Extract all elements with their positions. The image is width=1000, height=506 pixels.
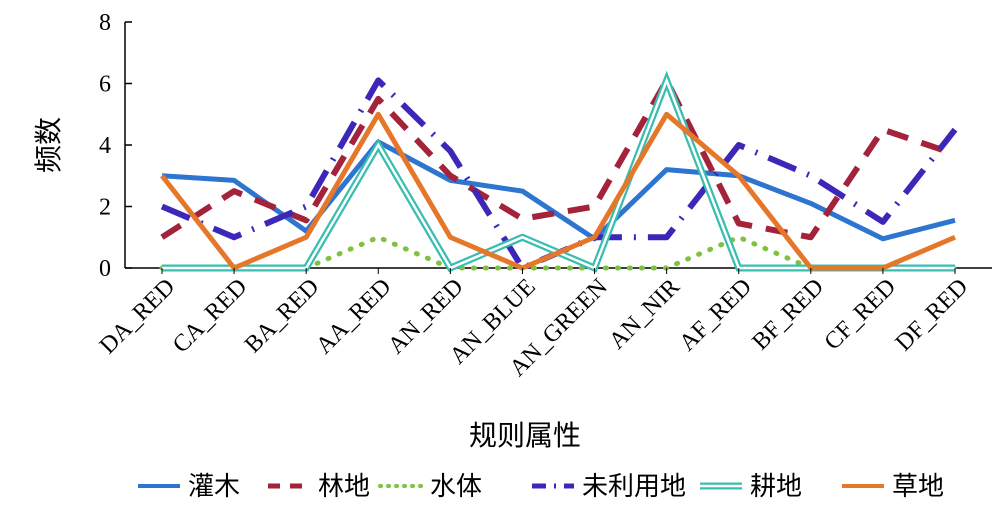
x-tick-label: AA_RED [311, 274, 396, 359]
series-line-4 [162, 70, 955, 273]
series-lines [159, 70, 958, 273]
legend-label: 水体 [430, 472, 482, 502]
x-tick-label: CF_RED [820, 274, 902, 356]
series-line-1 [160, 77, 956, 241]
legend-label: 未利用地 [582, 472, 686, 502]
legend-label: 草地 [892, 472, 944, 502]
x-tick-label: AN_NIR [604, 274, 685, 355]
y-tick-label: 0 [99, 256, 111, 282]
x-tick-label: DF_RED [891, 274, 974, 357]
series-line-0 [161, 139, 956, 242]
legend: 灌木 林地 水体 未利用地 耕地 草地 [138, 472, 944, 502]
legend-label: 林地 [318, 472, 370, 502]
legend-label: 耕地 [750, 472, 802, 502]
x-axis-title: 规则属性 [469, 419, 581, 452]
y-tick-label: 4 [99, 133, 111, 159]
x-tick-label: AF_RED [674, 274, 757, 357]
x-tick-label: BA_RED [240, 274, 324, 358]
series-line-3 [160, 77, 958, 271]
x-tick-label: CA_RED [168, 274, 252, 358]
series-line-5 [160, 111, 956, 271]
y-tick-label: 8 [99, 10, 111, 36]
x-tick-labels: DA_REDCA_REDBA_REDAA_REDAN_REDAN_BLUEAN_… [95, 268, 973, 382]
legend-label: 灌木 [188, 472, 240, 502]
y-tick-label: 2 [99, 195, 111, 221]
x-tick-label: DA_RED [95, 274, 180, 359]
x-tick-label: BF_RED [747, 274, 829, 356]
y-tick-label: 6 [99, 72, 111, 98]
y-axis-title: 频数 [32, 117, 65, 173]
series-line-4-inner [162, 76, 955, 270]
y-ticks: 0 2 4 6 8 [99, 10, 132, 282]
